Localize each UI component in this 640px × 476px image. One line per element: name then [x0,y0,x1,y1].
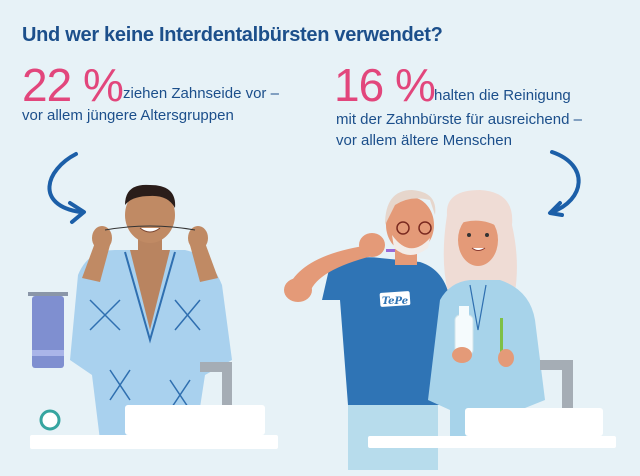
older-woman-with-mouthwash [428,190,545,440]
towel [28,292,68,368]
right-stat-line3: vor allem ältere Menschen [336,132,512,149]
tepe-logo: TePe [382,296,408,307]
faucet-left [200,362,232,410]
sink-left [30,405,278,449]
sink-right [368,408,616,448]
left-percentage: 22 % [22,59,124,111]
page-title: Und wer keine Interdentalbürsten verwend… [22,24,443,46]
left-stat-line1: ziehen Zahnseide vor – [123,85,279,102]
faucet-right [540,360,573,410]
right-stat-line1: halten die Reinigung [434,87,571,104]
young-man-flossing [70,184,232,440]
older-man-brushing: TePe [284,190,450,470]
floss-container [39,409,61,431]
right-percentage: 16 % [334,59,436,111]
left-stat-line2: vor allem jüngere Altersgruppen [22,107,234,124]
curved-arrow-right-icon [548,150,581,217]
right-stat-line2: mit der Zahnbürste für ausreichend – [336,111,582,128]
curved-arrow-left-icon [47,152,86,224]
